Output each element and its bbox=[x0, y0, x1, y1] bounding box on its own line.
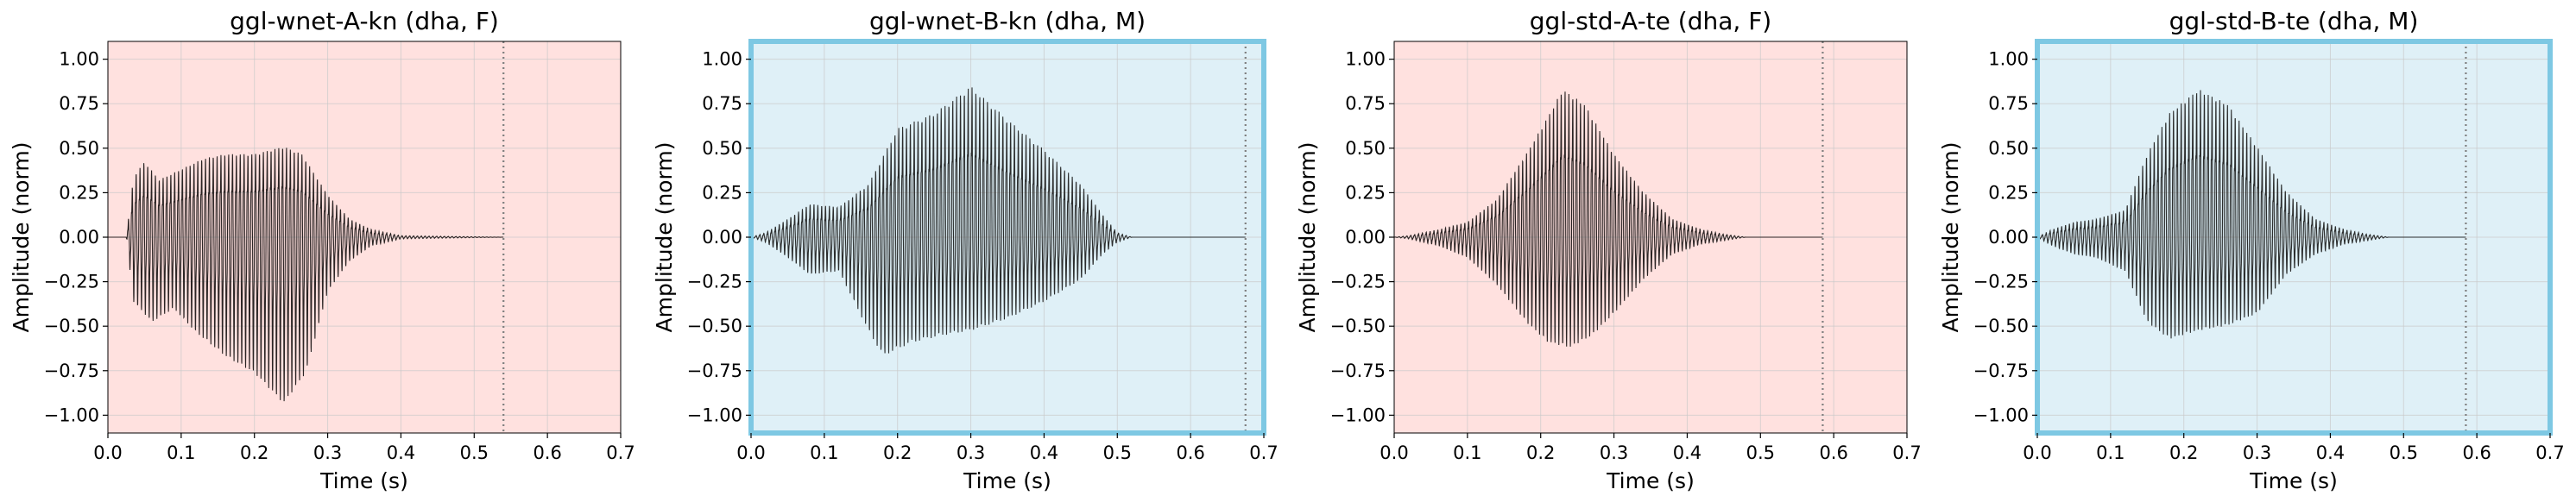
x-axis-label: Time (s) bbox=[963, 468, 1051, 493]
x-tick-label: 0.4 bbox=[2316, 442, 2345, 463]
y-tick-label: −1.00 bbox=[687, 405, 742, 425]
waveform bbox=[750, 87, 1246, 354]
x-axis-label: Time (s) bbox=[319, 468, 408, 493]
y-tick-label: 0.25 bbox=[1345, 182, 1386, 203]
chart-title: ggl-wnet-B-kn (dha, M) bbox=[869, 7, 1146, 35]
x-tick-label: 0.4 bbox=[387, 442, 415, 463]
chart-title: ggl-wnet-A-kn (dha, F) bbox=[230, 7, 499, 35]
y-axis-label: Amplitude (norm) bbox=[1295, 142, 1320, 333]
y-tick-label: −0.75 bbox=[687, 361, 742, 381]
x-tick-label: 0.3 bbox=[313, 442, 342, 463]
waveform bbox=[2036, 90, 2466, 339]
y-tick-label: 1.00 bbox=[1988, 49, 2029, 70]
y-tick-label: 0.25 bbox=[1988, 182, 2029, 203]
y-tick-label: −1.00 bbox=[1330, 405, 1386, 425]
y-tick-label: −1.00 bbox=[44, 405, 99, 425]
x-tick-label: 0.2 bbox=[2169, 442, 2198, 463]
y-tick-label: 0.00 bbox=[1988, 227, 2029, 248]
y-tick-label: −0.25 bbox=[44, 272, 99, 292]
x-tick-label: 0.2 bbox=[240, 442, 268, 463]
waveform-line bbox=[2036, 90, 2466, 339]
x-tick-label: 0.6 bbox=[533, 442, 561, 463]
chart-title: ggl-std-B-te (dha, M) bbox=[2169, 7, 2419, 35]
x-tick-label: 0.4 bbox=[1030, 442, 1058, 463]
y-tick-label: −0.50 bbox=[687, 316, 742, 336]
y-tick-label: 0.75 bbox=[1345, 93, 1386, 114]
y-tick-label: 1.00 bbox=[1345, 49, 1386, 70]
x-tick-label: 0.2 bbox=[883, 442, 912, 463]
x-axis-label: Time (s) bbox=[2249, 468, 2338, 493]
x-tick-label: 0.1 bbox=[167, 442, 195, 463]
y-tick-label: 0.50 bbox=[59, 138, 99, 159]
y-tick-label: 0.75 bbox=[1988, 93, 2029, 114]
x-tick-label: 0.3 bbox=[957, 442, 985, 463]
y-tick-label: 0.75 bbox=[59, 93, 99, 114]
x-tick-label: 0.6 bbox=[1819, 442, 1847, 463]
x-tick-label: 0.5 bbox=[460, 442, 489, 463]
x-tick-label: 0.1 bbox=[2096, 442, 2125, 463]
y-axis-label: Amplitude (norm) bbox=[9, 142, 34, 333]
y-tick-label: 0.50 bbox=[702, 138, 742, 159]
panel-3: 0.0 0.1 0.2 0.3 0.4 0.5 0.6 0.7 1.00 0.75 0.50 0.25… bbox=[1295, 7, 1922, 493]
x-tick-label: 0.7 bbox=[1892, 442, 1921, 463]
y-axis-label: Amplitude (norm) bbox=[1938, 142, 1963, 333]
panel-4: 0.0 0.1 0.2 0.3 0.4 0.5 0.6 0.7 1.00 0.75 0.50 0.25… bbox=[1938, 7, 2565, 493]
y-tick-label: 0.50 bbox=[1345, 138, 1386, 159]
x-axis-label: Time (s) bbox=[1606, 468, 1695, 493]
x-tick-label: 0.7 bbox=[606, 442, 635, 463]
waveform-line bbox=[108, 147, 504, 402]
x-tick-label: 0.7 bbox=[1249, 442, 1278, 463]
x-tick-label: 0.6 bbox=[2462, 442, 2491, 463]
y-tick-label: −0.75 bbox=[1973, 361, 2029, 381]
x-tick-label: 0.3 bbox=[2243, 442, 2271, 463]
x-tick-label: 0.3 bbox=[1600, 442, 1628, 463]
y-tick-label: 0.50 bbox=[1988, 138, 2029, 159]
waveform bbox=[1393, 91, 1823, 347]
y-tick-label: −0.50 bbox=[1973, 316, 2029, 336]
y-axis-label: Amplitude (norm) bbox=[652, 142, 677, 333]
y-tick-label: 0.00 bbox=[59, 227, 99, 248]
panel-1: 0.0 0.1 0.2 0.3 0.4 0.5 0.6 0.7 1.00 0.75 0.50 0.25… bbox=[9, 7, 635, 493]
x-tick-label: 0.5 bbox=[1746, 442, 1775, 463]
x-tick-label: 0.0 bbox=[2023, 442, 2051, 463]
chart-title: ggl-std-A-te (dha, F) bbox=[1530, 7, 1771, 35]
y-tick-label: 0.25 bbox=[59, 182, 99, 203]
y-tick-label: 1.00 bbox=[702, 49, 742, 70]
x-tick-label: 0.4 bbox=[1673, 442, 1702, 463]
x-tick-label: 0.1 bbox=[810, 442, 838, 463]
y-tick-label: −0.75 bbox=[44, 361, 99, 381]
y-tick-label: 1.00 bbox=[59, 49, 99, 70]
x-tick-label: 0.0 bbox=[736, 442, 765, 463]
x-tick-label: 0.1 bbox=[1453, 442, 1481, 463]
waveform-line bbox=[1393, 91, 1823, 347]
y-tick-label: −0.75 bbox=[1330, 361, 1386, 381]
x-tick-label: 0.2 bbox=[1526, 442, 1555, 463]
y-tick-label: −0.50 bbox=[44, 316, 99, 336]
x-tick-label: 0.7 bbox=[2535, 442, 2564, 463]
x-tick-label: 0.0 bbox=[1380, 442, 1408, 463]
y-tick-label: −0.25 bbox=[1330, 272, 1386, 292]
y-tick-label: 0.25 bbox=[702, 182, 742, 203]
y-tick-label: −0.50 bbox=[1330, 316, 1386, 336]
x-tick-label: 0.0 bbox=[93, 442, 122, 463]
panel-2: 0.0 0.1 0.2 0.3 0.4 0.5 0.6 0.7 1.00 0.75 0.50 0.25… bbox=[652, 7, 1279, 493]
y-tick-label: −0.25 bbox=[687, 272, 742, 292]
x-tick-label: 0.5 bbox=[1103, 442, 1132, 463]
y-tick-label: −0.25 bbox=[1973, 272, 2029, 292]
y-tick-label: −1.00 bbox=[1973, 405, 2029, 425]
y-tick-label: 0.00 bbox=[702, 227, 742, 248]
y-tick-label: 0.75 bbox=[702, 93, 742, 114]
waveform bbox=[108, 147, 504, 402]
x-tick-label: 0.6 bbox=[1176, 442, 1204, 463]
x-tick-label: 0.5 bbox=[2390, 442, 2418, 463]
waveform-line bbox=[750, 87, 1246, 354]
y-tick-label: 0.00 bbox=[1345, 227, 1386, 248]
